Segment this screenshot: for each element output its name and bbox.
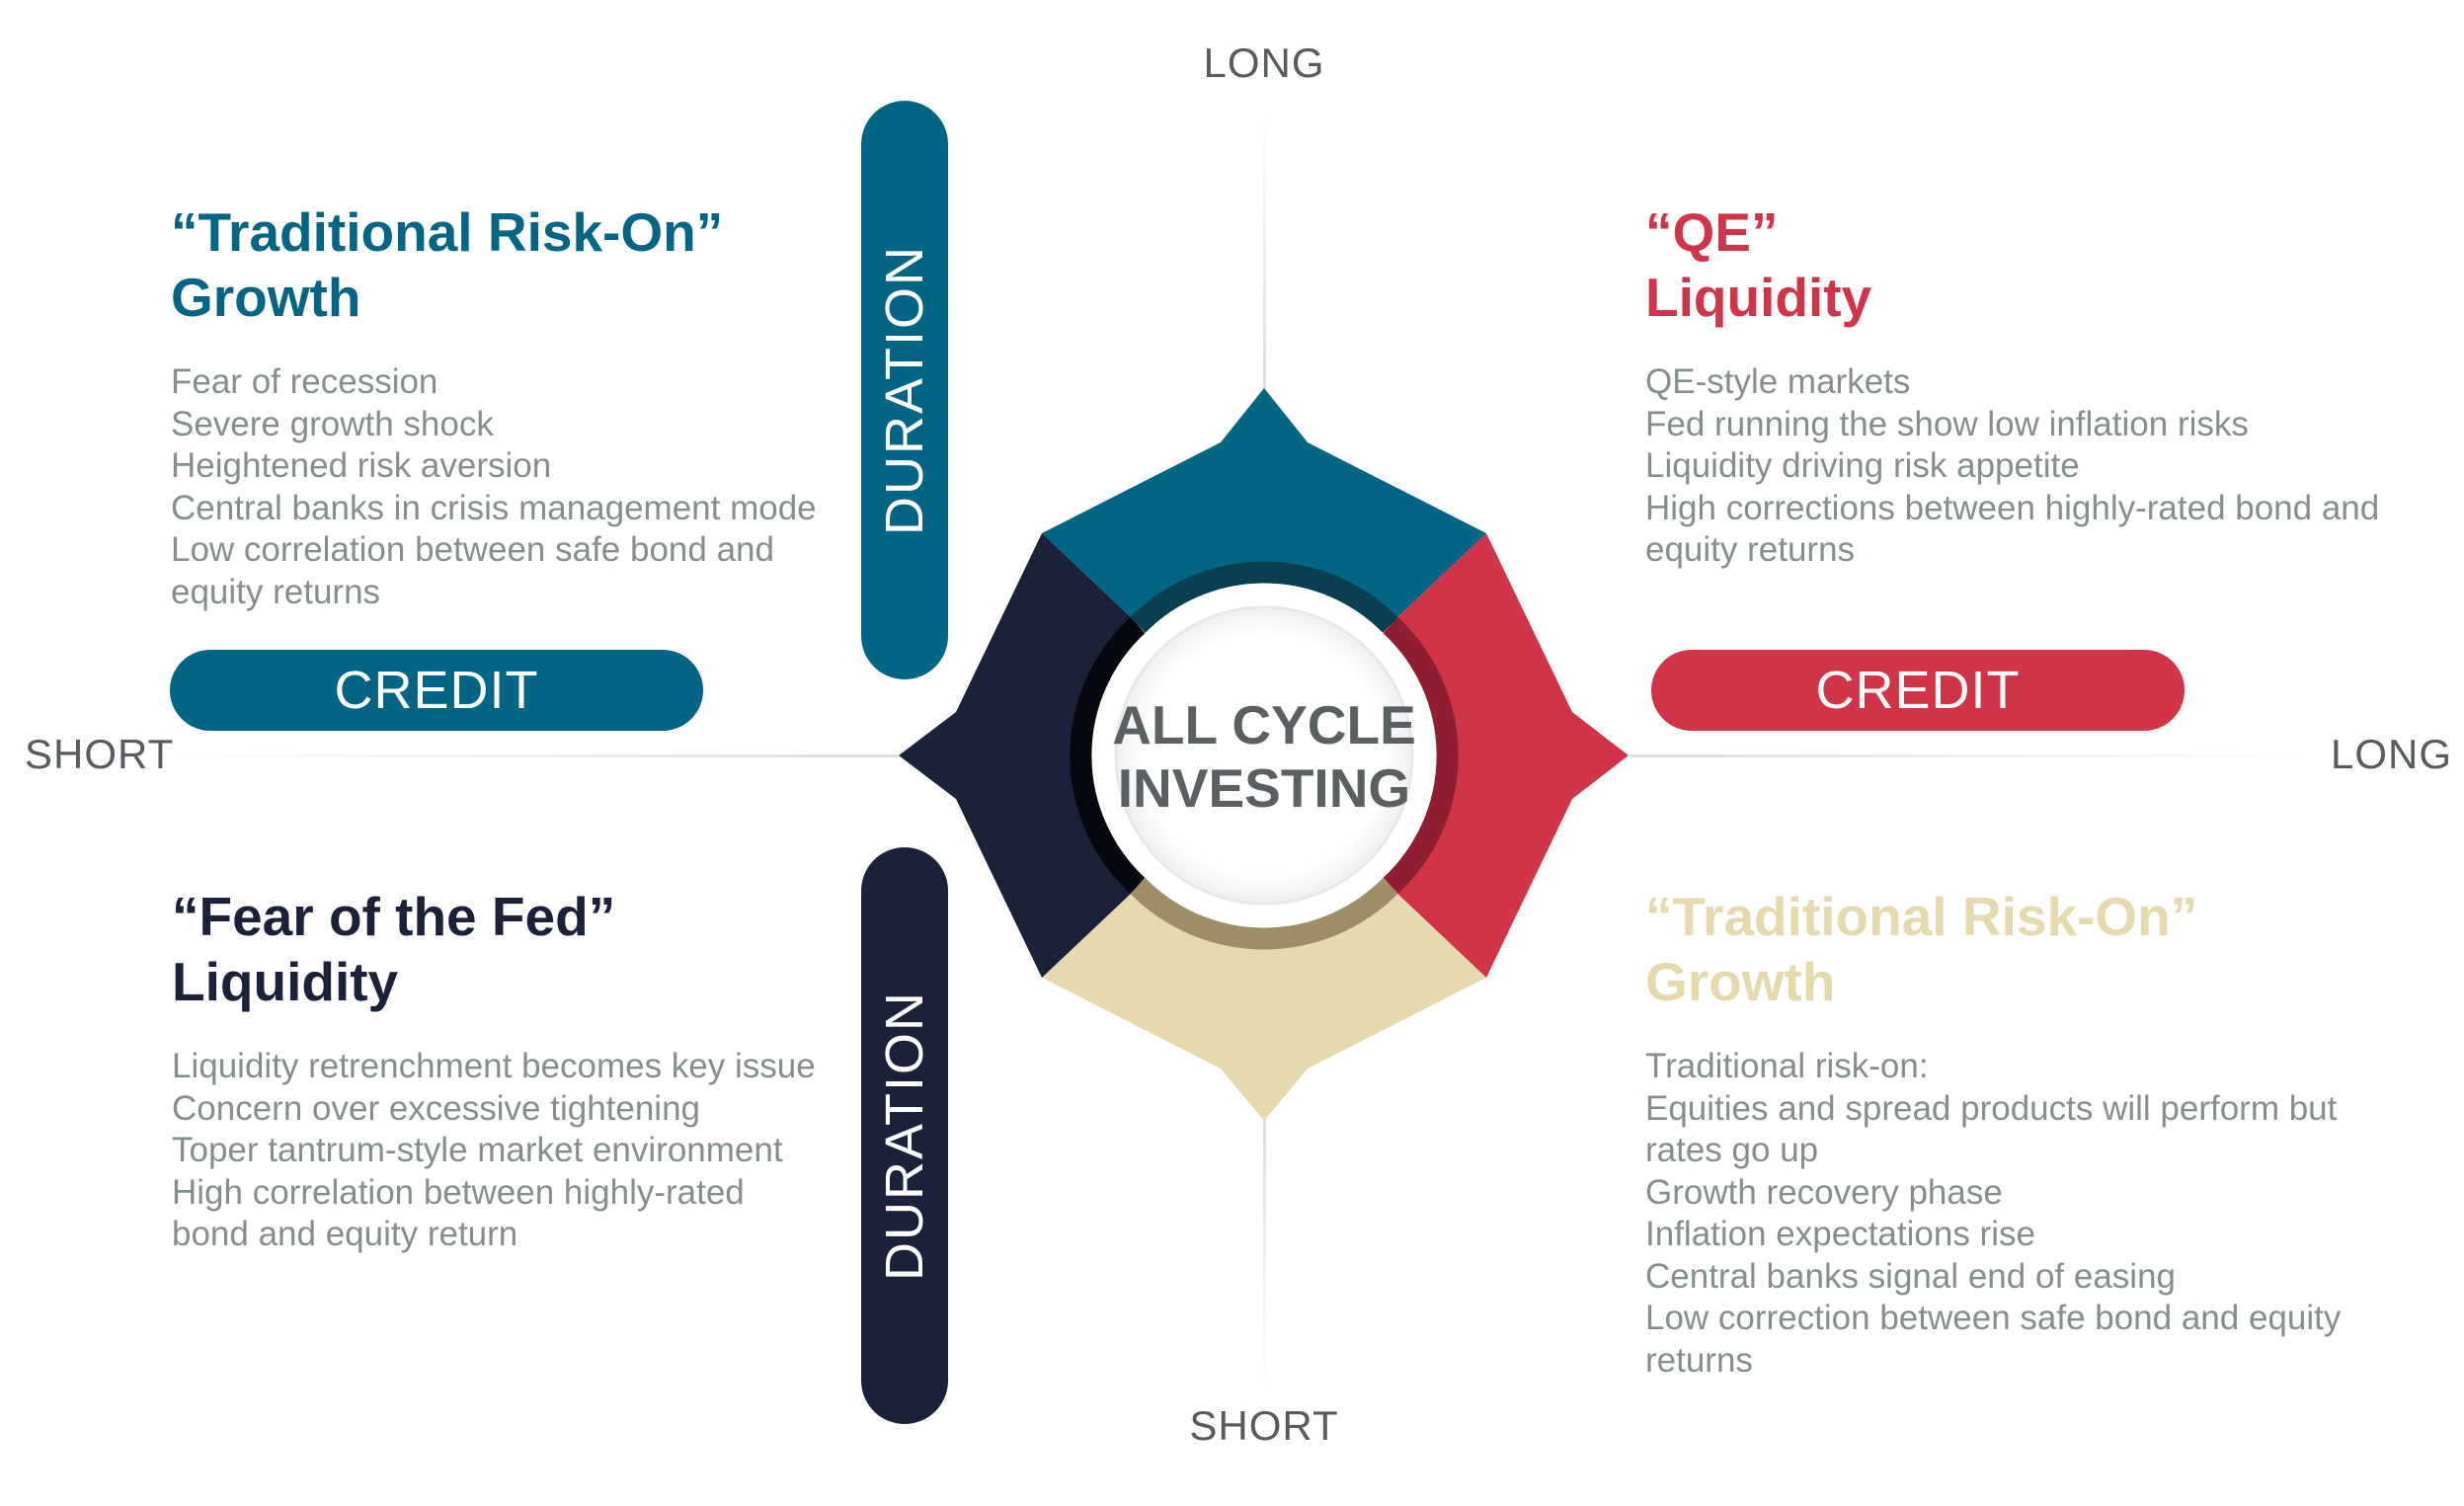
list-item: returns	[1645, 1340, 1753, 1380]
credit-pill-right: CREDIT	[1651, 650, 2185, 731]
quadrant-bottom-left-title: “Fear of the Fed” Liquidity	[172, 884, 816, 1014]
list-item: Liquidity driving risk appetite	[1645, 446, 2080, 485]
quadrant-bottom-right-title: “Traditional Risk-On” Growth	[1645, 884, 2341, 1014]
inner-ring-top	[1130, 561, 1398, 633]
list-item: Concern over excessive tightening	[172, 1088, 701, 1128]
horizontal-axis-left-line	[168, 754, 899, 757]
list-item: Liquidity retrenchment becomes key issue	[172, 1047, 816, 1085]
quadrant-bottom-left-description: Liquidity retrenchment becomes key issue…	[172, 1046, 816, 1256]
list-item: Growth recovery phase	[1645, 1172, 2003, 1212]
list-item: Fear of recession	[171, 362, 438, 401]
inner-ring-bottom	[1130, 878, 1398, 950]
list-item: High corrections between highly-rated bo…	[1645, 488, 2380, 527]
quadrant-top-right: “QE” Liquidity QE-style markets Fed runn…	[1645, 199, 2379, 572]
quadrant-top-left-title: “Traditional Risk-On” Growth	[171, 199, 817, 330]
horizontal-axis-right-line	[1629, 754, 2311, 757]
quadrant-top-left-title-line1: “Traditional Risk-On”	[171, 201, 724, 263]
center-label: ALL CYCLE INVESTING	[1086, 693, 1442, 820]
wheel-segment-left	[899, 533, 1133, 978]
cycle-wheel	[899, 388, 1629, 1121]
inner-ring-right	[1383, 616, 1459, 895]
wheel-segment-bottom	[1042, 892, 1486, 1121]
quadrant-bottom-left-title-line1: “Fear of the Fed”	[172, 886, 616, 947]
quadrant-bottom-right-description: Traditional risk-on: Equities and spread…	[1645, 1046, 2341, 1382]
list-item: Heightened risk aversion	[171, 446, 552, 485]
list-item: rates go up	[1645, 1131, 1819, 1169]
list-item: Traditional risk-on:	[1645, 1047, 1929, 1085]
credit-pill-left: CREDIT	[170, 650, 703, 731]
quadrant-bottom-right: “Traditional Risk-On” Growth Traditional…	[1645, 884, 2341, 1382]
list-item: Central banks in crisis management mode	[171, 488, 817, 527]
list-item: Equities and spread products will perfor…	[1645, 1088, 2338, 1128]
list-item: Toper tantrum-style market environment	[172, 1131, 783, 1169]
axis-label-left: SHORT	[25, 731, 175, 777]
center-circle-inner	[1114, 605, 1414, 906]
list-item: equity returns	[171, 572, 381, 611]
list-item: Central banks signal end of easing	[1645, 1256, 2177, 1296]
center-label-line2: INVESTING	[1117, 757, 1411, 819]
list-item: Severe growth shock	[171, 404, 494, 443]
wheel-segment-right	[1395, 533, 1629, 978]
axis-label-right: LONG	[2331, 731, 2453, 777]
duration-pill-bottom: DURATION	[861, 847, 948, 1424]
quadrant-top-right-title-line2: Liquidity	[1645, 267, 1872, 328]
list-item: Inflation expectations rise	[1645, 1215, 2035, 1253]
duration-pill-top: DURATION	[861, 101, 948, 679]
quadrant-bottom-left-title-line2: Liquidity	[172, 951, 399, 1012]
quadrant-bottom-right-title-line2: Growth	[1645, 951, 1836, 1012]
wheel-segment-top	[1042, 388, 1486, 619]
inner-ring-left	[1070, 616, 1146, 895]
quadrant-top-left-title-line2: Growth	[171, 267, 361, 328]
quadrant-top-right-title: “QE” Liquidity	[1645, 199, 2379, 330]
duration-pill-bottom-label: DURATION	[875, 991, 934, 1281]
list-item: Low correction between safe bond and equ…	[1645, 1299, 2342, 1337]
list-item: bond and equity return	[172, 1215, 518, 1253]
quadrant-bottom-left: “Fear of the Fed” Liquidity Liquidity re…	[172, 884, 816, 1256]
axis-label-top: LONG	[1203, 40, 1325, 86]
quadrant-top-left-description: Fear of recession Severe growth shock He…	[171, 361, 817, 613]
quadrant-bottom-right-title-line1: “Traditional Risk-On”	[1645, 886, 2198, 947]
center-label-line1: ALL CYCLE	[1112, 694, 1416, 755]
quadrant-top-left: “Traditional Risk-On” Growth Fear of rec…	[171, 199, 817, 613]
axis-label-bottom: SHORT	[1189, 1402, 1339, 1449]
list-item: Low correlation between safe bond and	[171, 530, 774, 569]
duration-pill-top-label: DURATION	[875, 245, 934, 535]
vertical-axis-top-line	[1263, 111, 1266, 397]
list-item: QE-style markets	[1645, 362, 1911, 401]
list-item: High correlation between highly-rated	[172, 1172, 745, 1212]
quadrant-top-right-description: QE-style markets Fed running the show lo…	[1645, 361, 2379, 572]
vertical-axis-bottom-line	[1263, 1106, 1266, 1392]
list-item: Fed running the show low inflation risks	[1645, 404, 2249, 443]
quadrant-top-right-title-line1: “QE”	[1645, 201, 1779, 263]
list-item: equity returns	[1645, 530, 1856, 569]
